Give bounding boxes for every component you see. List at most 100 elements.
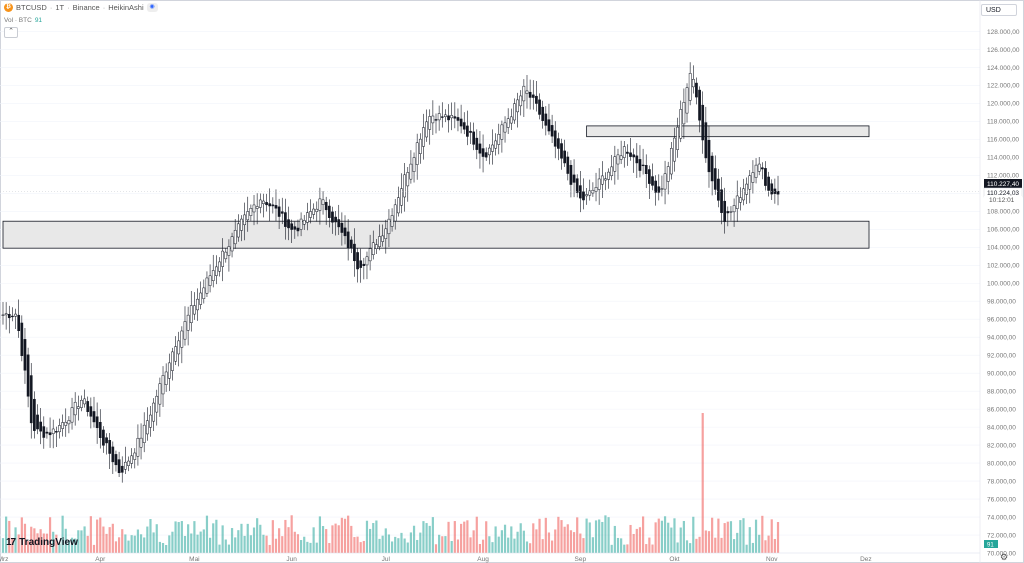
candle-up [1, 314, 5, 316]
candle-down [560, 143, 563, 159]
volume-bar [23, 523, 27, 553]
volume-bar [748, 527, 751, 553]
candle-down [547, 119, 551, 132]
volume-bar [331, 525, 334, 553]
collapse-legend-button[interactable]: ⌃ [4, 27, 18, 38]
candle-up [594, 187, 598, 192]
candle-up [167, 362, 171, 379]
volume-bar [287, 527, 290, 553]
candle-down [327, 205, 331, 218]
volume-bar [569, 530, 573, 553]
candle-up [215, 266, 218, 276]
candle-up [745, 183, 748, 195]
candle-up [218, 261, 221, 272]
currency-selector[interactable]: USD [981, 4, 1017, 16]
candle-down [86, 401, 90, 412]
candle-up [729, 211, 733, 213]
candle-down [114, 454, 118, 466]
volume-bar [149, 519, 152, 553]
candle-up [516, 99, 519, 113]
candle-up [660, 188, 664, 190]
month-tick-label: Mrz [0, 556, 8, 563]
candle-down [337, 219, 341, 228]
interval[interactable]: 1T [55, 3, 65, 12]
volume-bar [180, 521, 183, 553]
candle-up [142, 424, 146, 443]
volume-bar [758, 534, 761, 553]
volume-bar [187, 524, 190, 553]
price-axis: 128.000,00 126.000,00 124.000,00 122.000,00… [979, 0, 1020, 563]
volume-bar [303, 536, 306, 553]
candle-down [453, 116, 457, 119]
candle-down [648, 169, 651, 184]
volume-bar [466, 520, 469, 553]
volume-bar [14, 527, 17, 553]
price-tick-label: 104.000,00 [987, 245, 1020, 252]
symbol-name[interactable]: BTCUSD [16, 3, 47, 12]
resistance-zone[interactable] [586, 125, 870, 138]
volume-bar [632, 533, 635, 553]
volume-bar [560, 520, 563, 553]
volume-value: 91 [34, 17, 43, 24]
volume-bar [378, 538, 381, 553]
volume-bar [262, 534, 265, 553]
volume-bar [425, 523, 428, 553]
candle-up [735, 195, 739, 209]
candle-up [679, 109, 683, 139]
candle-down [528, 91, 532, 98]
candle-down [713, 168, 717, 190]
candle-up [381, 235, 385, 242]
volume-bar [604, 515, 607, 553]
chart-style[interactable]: HeikinAshi [108, 3, 144, 12]
eye-icon[interactable]: ◉ [146, 3, 158, 12]
volume-legend[interactable]: Vol · BTC 91 [4, 17, 42, 24]
volume-bar [64, 528, 67, 553]
candle-up [124, 461, 127, 470]
volume-bar [240, 523, 243, 553]
volume-bar [400, 532, 403, 553]
volume-bar [353, 537, 356, 553]
candle-down [726, 211, 730, 214]
candle-up [164, 371, 168, 385]
volume-bar [654, 522, 657, 553]
candle-down [531, 94, 535, 98]
candle-down [472, 131, 476, 145]
candle-down [331, 211, 334, 223]
btc-icon: ₿ [4, 3, 13, 12]
settings-button[interactable]: ⚙ [1000, 553, 1008, 562]
volume-bar [607, 517, 610, 553]
volume-bar [334, 523, 337, 553]
volume-bar [598, 519, 601, 553]
volume-bar [114, 541, 118, 553]
candle-up [509, 116, 513, 124]
candle-up [666, 166, 670, 182]
symbol-header[interactable]: ₿ BTCUSD · 1T · Binance · HeikinAshi ◉ [4, 3, 158, 12]
volume-bar [579, 533, 582, 553]
volume-bar [409, 532, 412, 553]
volume-bar [318, 516, 322, 553]
volume-bar [281, 536, 284, 553]
candle-down [105, 437, 108, 444]
candle-down [544, 113, 548, 126]
volume-bar [585, 518, 588, 553]
price-tick-label: 86.000,00 [987, 406, 1016, 413]
volume-bar [306, 541, 309, 553]
support-zone[interactable] [2, 220, 870, 249]
candle-down [462, 122, 466, 130]
price-tick-label: 112.000,00 [987, 173, 1019, 180]
volume-bar [105, 533, 108, 553]
candle-down [654, 180, 657, 193]
volume-bar [406, 542, 409, 553]
volume-bar [453, 521, 456, 553]
candle-up [208, 275, 212, 286]
volume-bar [58, 543, 61, 553]
volume-bar [74, 538, 77, 553]
volume-bar [635, 528, 638, 553]
volume-bar [516, 531, 519, 553]
candle-down [108, 440, 112, 454]
volume-bar [199, 531, 202, 553]
volume-bar [685, 540, 689, 553]
candle-up [682, 102, 686, 125]
candle-down [95, 416, 99, 429]
